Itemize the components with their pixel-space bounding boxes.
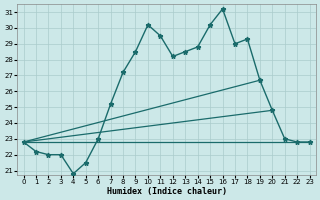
X-axis label: Humidex (Indice chaleur): Humidex (Indice chaleur) <box>107 187 227 196</box>
